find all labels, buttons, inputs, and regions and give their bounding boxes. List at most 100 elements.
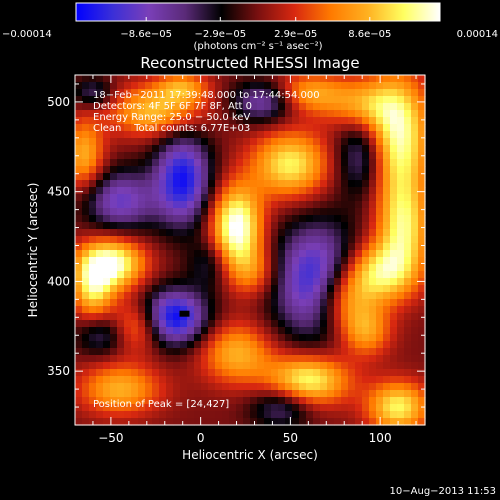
heatmap-cell — [124, 355, 132, 363]
heatmap-cell — [215, 376, 223, 384]
heatmap-cell — [131, 257, 139, 265]
heatmap-cell — [110, 110, 118, 118]
heatmap-cell — [208, 236, 216, 244]
heatmap-cell — [306, 236, 314, 244]
heatmap-cell — [152, 243, 160, 251]
heatmap-cell — [236, 145, 244, 153]
heatmap-cell — [376, 341, 384, 349]
heatmap-cell — [355, 418, 363, 426]
heatmap-cell — [103, 159, 111, 167]
heatmap-cell — [96, 131, 104, 139]
heatmap-cell — [110, 222, 118, 230]
heatmap-cell — [110, 397, 118, 405]
heatmap-cell — [110, 124, 118, 132]
heatmap-cell — [271, 376, 279, 384]
heatmap-cell — [250, 404, 258, 412]
heatmap-cell — [236, 376, 244, 384]
heatmap-cell — [250, 103, 258, 111]
heatmap-cell — [152, 418, 160, 426]
heatmap-cell — [187, 180, 195, 188]
heatmap-cell — [306, 313, 314, 321]
heatmap-cell — [75, 348, 83, 356]
heatmap-cell — [327, 306, 335, 314]
heatmap-cell — [166, 152, 174, 160]
heatmap-cell — [271, 341, 279, 349]
heatmap-cell — [124, 299, 132, 307]
heatmap-cell — [222, 348, 230, 356]
heatmap-cell — [89, 313, 97, 321]
heatmap-cell — [110, 383, 118, 391]
heatmap-cell — [369, 96, 377, 104]
heatmap-cell — [243, 110, 251, 118]
heatmap-cell — [229, 82, 237, 90]
heatmap-cell — [292, 355, 300, 363]
heatmap-cell — [173, 222, 181, 230]
heatmap-cell — [194, 418, 202, 426]
heatmap-cell — [306, 201, 314, 209]
heatmap-cell — [271, 208, 279, 216]
heatmap-cell — [306, 362, 314, 370]
heatmap-cell — [145, 355, 153, 363]
heatmap-cell — [362, 264, 370, 272]
heatmap-cell — [222, 215, 230, 223]
heatmap-cell — [271, 264, 279, 272]
heatmap-cell — [180, 306, 188, 314]
heatmap-cell — [222, 271, 230, 279]
heatmap-cell — [201, 313, 209, 321]
heatmap-cell — [306, 278, 314, 286]
heatmap-cell — [96, 306, 104, 314]
heatmap-cell — [222, 285, 230, 293]
heatmap-cell — [124, 243, 132, 251]
heatmap-cell — [75, 390, 83, 398]
heatmap-cell — [201, 278, 209, 286]
heatmap-cell — [376, 355, 384, 363]
heatmap-cell — [250, 348, 258, 356]
heatmap-cell — [187, 131, 195, 139]
heatmap-cell — [124, 313, 132, 321]
heatmap-cell — [131, 103, 139, 111]
heatmap-cell — [152, 306, 160, 314]
heatmap-cell — [229, 96, 237, 104]
heatmap-cell — [236, 320, 244, 328]
heatmap-cell — [306, 264, 314, 272]
heatmap-cell — [411, 194, 419, 202]
heatmap-cell — [208, 348, 216, 356]
heatmap-cell — [138, 103, 146, 111]
heatmap-cell — [376, 285, 384, 293]
heatmap-cell — [404, 152, 412, 160]
heatmap-cell — [152, 334, 160, 342]
heatmap-cell — [299, 418, 307, 426]
heatmap-cell — [124, 362, 132, 370]
heatmap-cell — [404, 320, 412, 328]
heatmap-cell — [271, 117, 279, 125]
heatmap-cell — [89, 103, 97, 111]
heatmap-cell — [103, 243, 111, 251]
heatmap-cell — [292, 299, 300, 307]
heatmap-cell — [75, 222, 83, 230]
heatmap-cell — [194, 264, 202, 272]
heatmap-cell — [404, 159, 412, 167]
heatmap-cell — [201, 418, 209, 426]
heatmap-cell — [124, 236, 132, 244]
heatmap-cell — [390, 222, 398, 230]
heatmap-cell — [222, 152, 230, 160]
heatmap-cell — [103, 180, 111, 188]
heatmap-cell — [320, 89, 328, 97]
heatmap-cell — [411, 110, 419, 118]
heatmap-cell — [411, 264, 419, 272]
heatmap-cell — [131, 334, 139, 342]
heatmap-cell — [96, 173, 104, 181]
heatmap-cell — [411, 341, 419, 349]
heatmap-cell — [334, 257, 342, 265]
heatmap-cell — [222, 355, 230, 363]
heatmap-cell — [236, 362, 244, 370]
heatmap-cell — [222, 159, 230, 167]
heatmap-cell — [362, 327, 370, 335]
heatmap-cell — [75, 75, 83, 83]
heatmap-cell — [271, 390, 279, 398]
heatmap-cell — [383, 257, 391, 265]
heatmap-cell — [89, 278, 97, 286]
heatmap-cell — [194, 355, 202, 363]
heatmap-cell — [250, 355, 258, 363]
heatmap-cell — [390, 180, 398, 188]
